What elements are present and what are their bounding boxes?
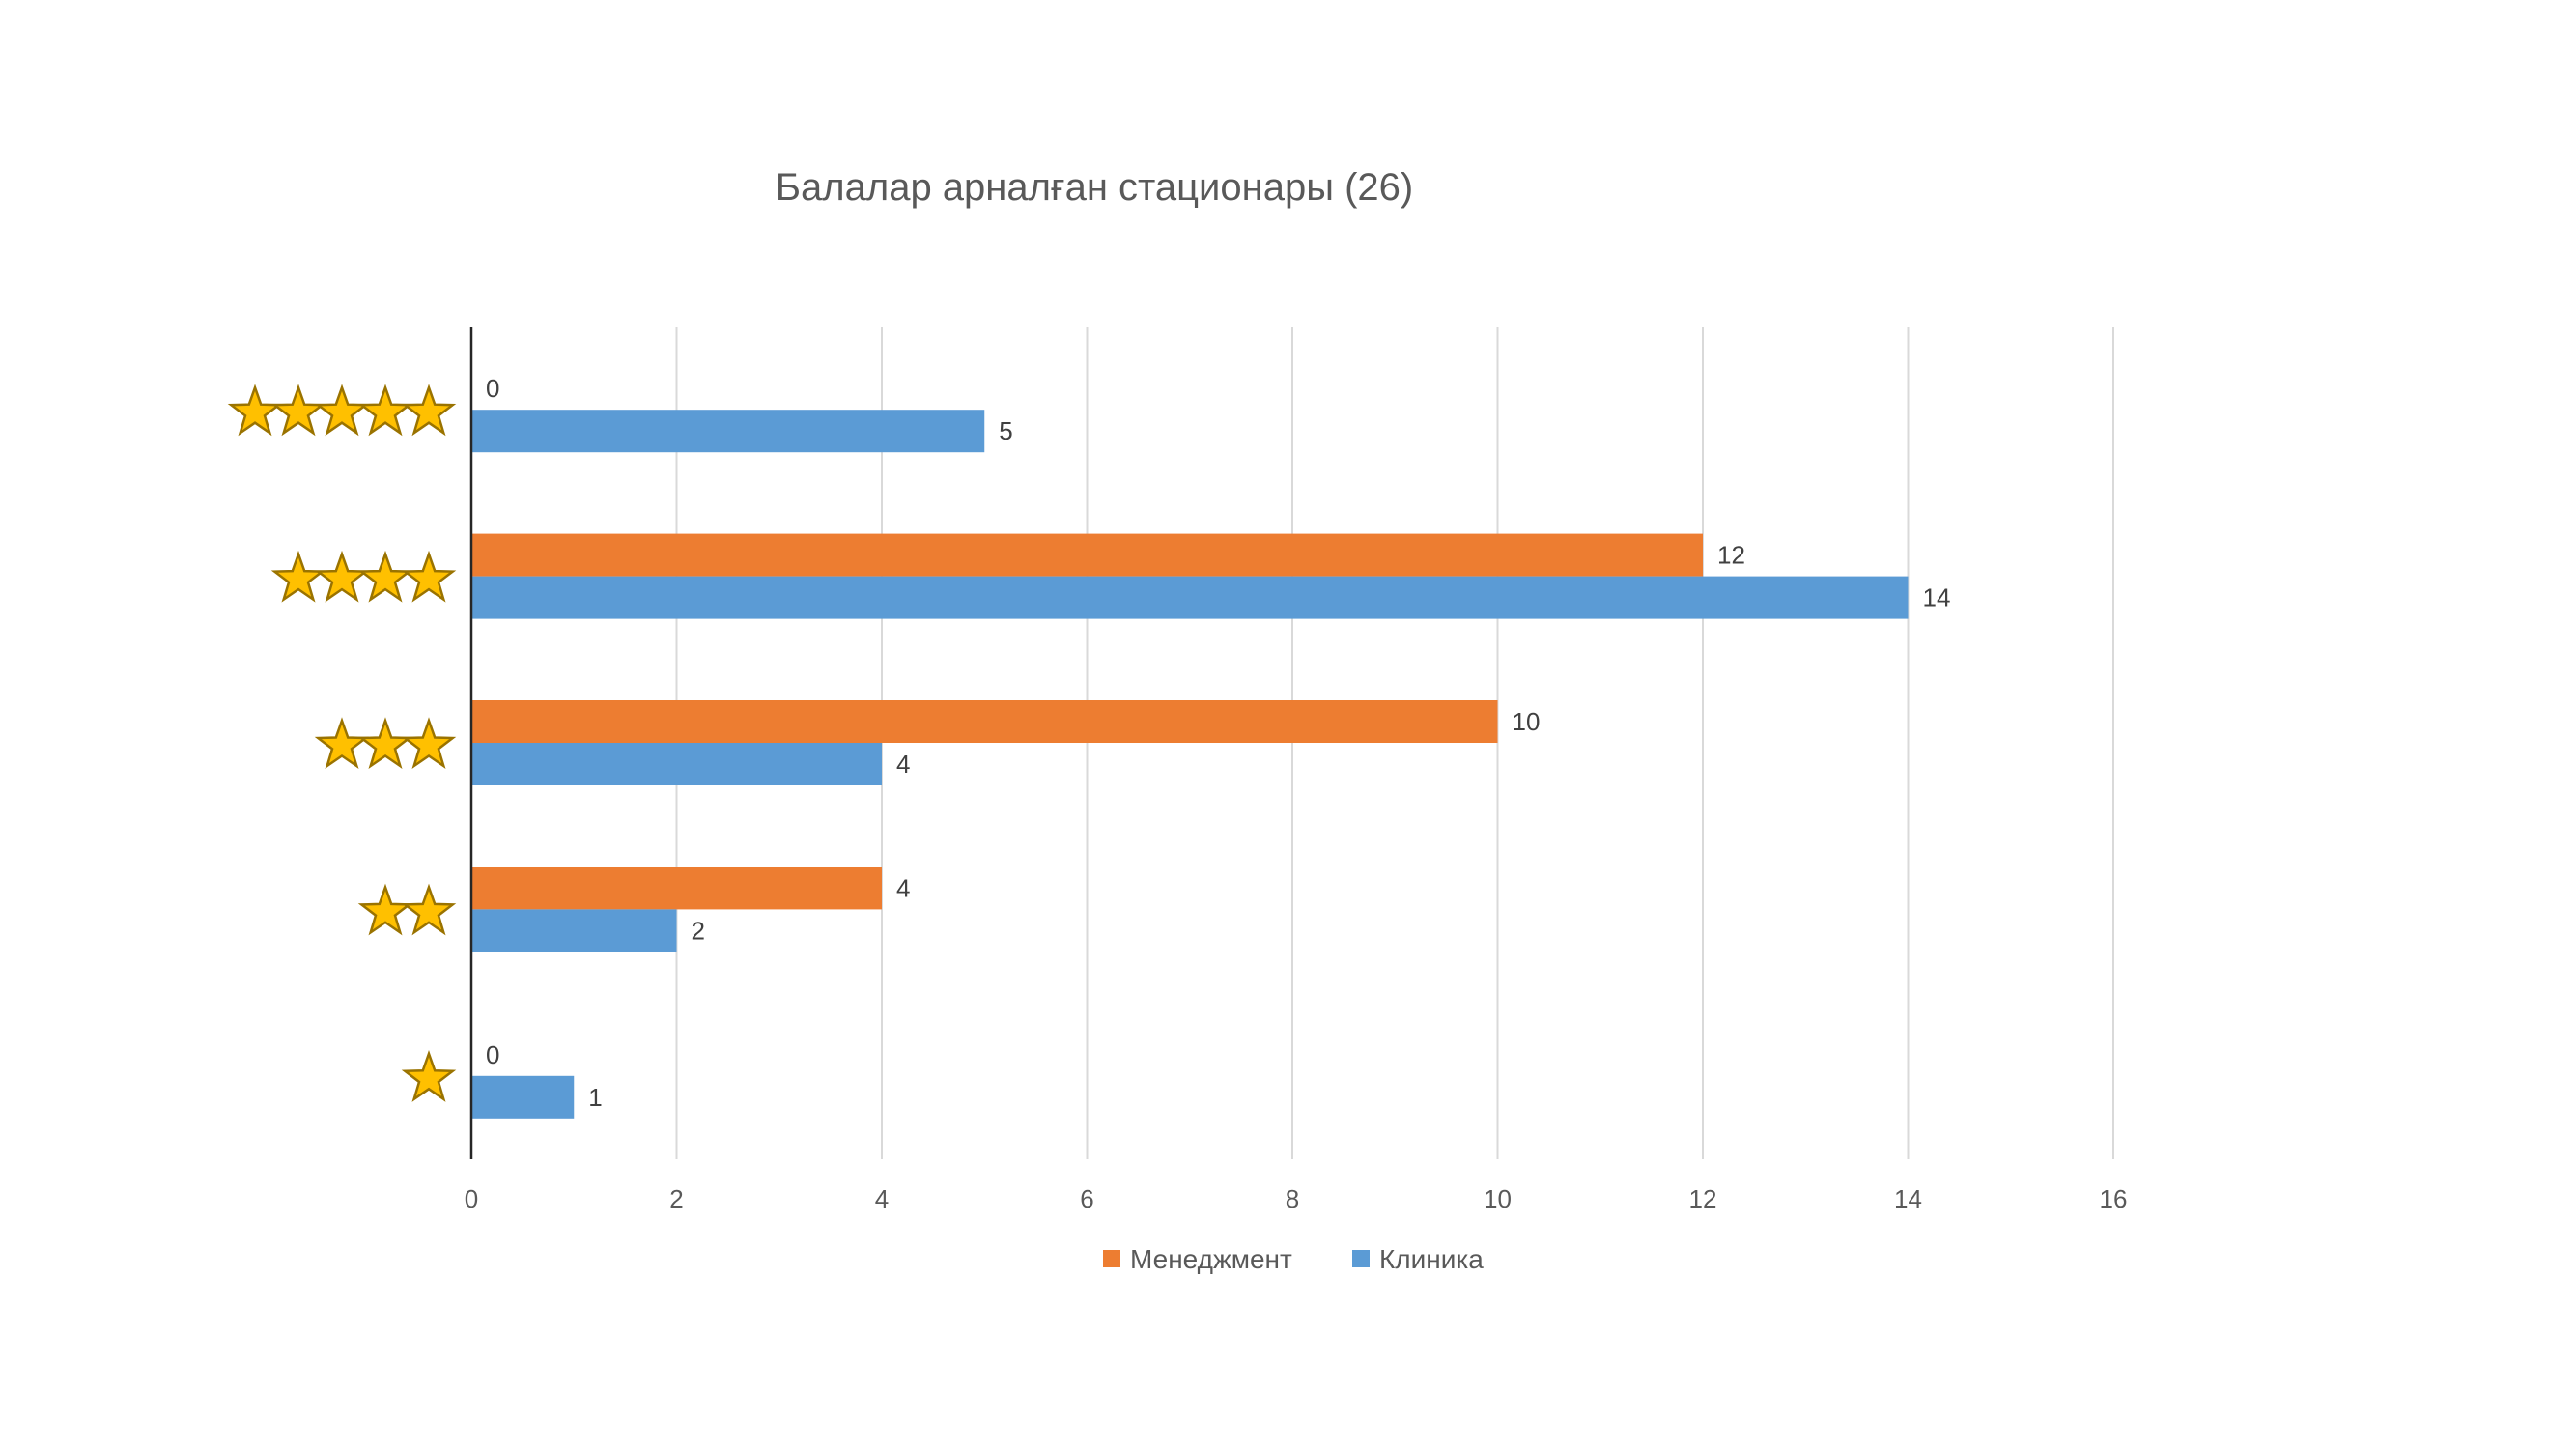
category-label-stars xyxy=(314,717,457,770)
bar-clinic xyxy=(471,1075,575,1119)
star-icon xyxy=(357,883,413,936)
data-label: 10 xyxy=(1513,707,1541,736)
x-tick-label: 2 xyxy=(669,1184,683,1213)
category-label-stars xyxy=(270,550,457,603)
bar-clinic xyxy=(471,909,677,952)
bar-management xyxy=(471,533,1703,577)
star-icon xyxy=(401,883,457,936)
legend-label: Менеджмент xyxy=(1130,1244,1292,1274)
star-icon xyxy=(401,384,457,437)
category-label-stars xyxy=(401,1050,457,1102)
legend-swatch xyxy=(1352,1250,1370,1267)
bar-clinic xyxy=(471,743,882,785)
data-label: 0 xyxy=(486,374,499,403)
data-label: 1 xyxy=(588,1083,602,1112)
x-tick-label: 8 xyxy=(1286,1184,1299,1213)
star-icon xyxy=(270,550,326,603)
bar-clinic xyxy=(471,410,985,453)
bar-management xyxy=(471,867,882,910)
x-tick-label: 0 xyxy=(465,1184,478,1213)
star-icon xyxy=(357,717,413,770)
star-icon xyxy=(401,717,457,770)
star-icon xyxy=(270,384,326,437)
bar-clinic xyxy=(471,576,1909,619)
data-label: 14 xyxy=(1923,583,1951,612)
x-tick-label: 12 xyxy=(1689,1184,1717,1213)
data-label: 2 xyxy=(692,916,705,945)
star-icon xyxy=(314,384,370,437)
x-tick-label: 16 xyxy=(2100,1184,2128,1213)
legend: Менеджмент Клиника xyxy=(1103,1244,1484,1274)
data-label: 4 xyxy=(896,750,910,779)
star-icon xyxy=(357,550,413,603)
star-icon xyxy=(314,550,370,603)
category-label-stars xyxy=(227,384,457,437)
bar-management xyxy=(471,700,1498,743)
data-label: 12 xyxy=(1717,541,1745,570)
star-icon xyxy=(227,384,283,437)
category-label-stars xyxy=(357,883,457,936)
star-icon xyxy=(357,384,413,437)
x-tick-label: 10 xyxy=(1484,1184,1512,1213)
x-tick-label: 6 xyxy=(1080,1184,1093,1213)
data-label: 5 xyxy=(999,416,1012,445)
data-labels: 0 5 12 14 10 4 4 2 0 1 xyxy=(486,374,1950,1112)
legend-swatch xyxy=(1103,1250,1120,1267)
data-label: 0 xyxy=(486,1040,499,1069)
chart-title: Балалар арналған стационары (26) xyxy=(776,166,1413,209)
bars xyxy=(471,410,1909,1119)
category-labels xyxy=(227,384,457,1102)
star-icon xyxy=(401,1050,457,1102)
star-icon xyxy=(314,717,370,770)
x-tick-label: 4 xyxy=(875,1184,889,1213)
legend-label: Клиника xyxy=(1379,1244,1484,1274)
x-tick-label: 14 xyxy=(1894,1184,1922,1213)
star-icon xyxy=(401,550,457,603)
data-label: 4 xyxy=(896,873,910,902)
x-axis-ticks: 0 2 4 6 8 10 12 14 16 xyxy=(465,1184,2128,1213)
